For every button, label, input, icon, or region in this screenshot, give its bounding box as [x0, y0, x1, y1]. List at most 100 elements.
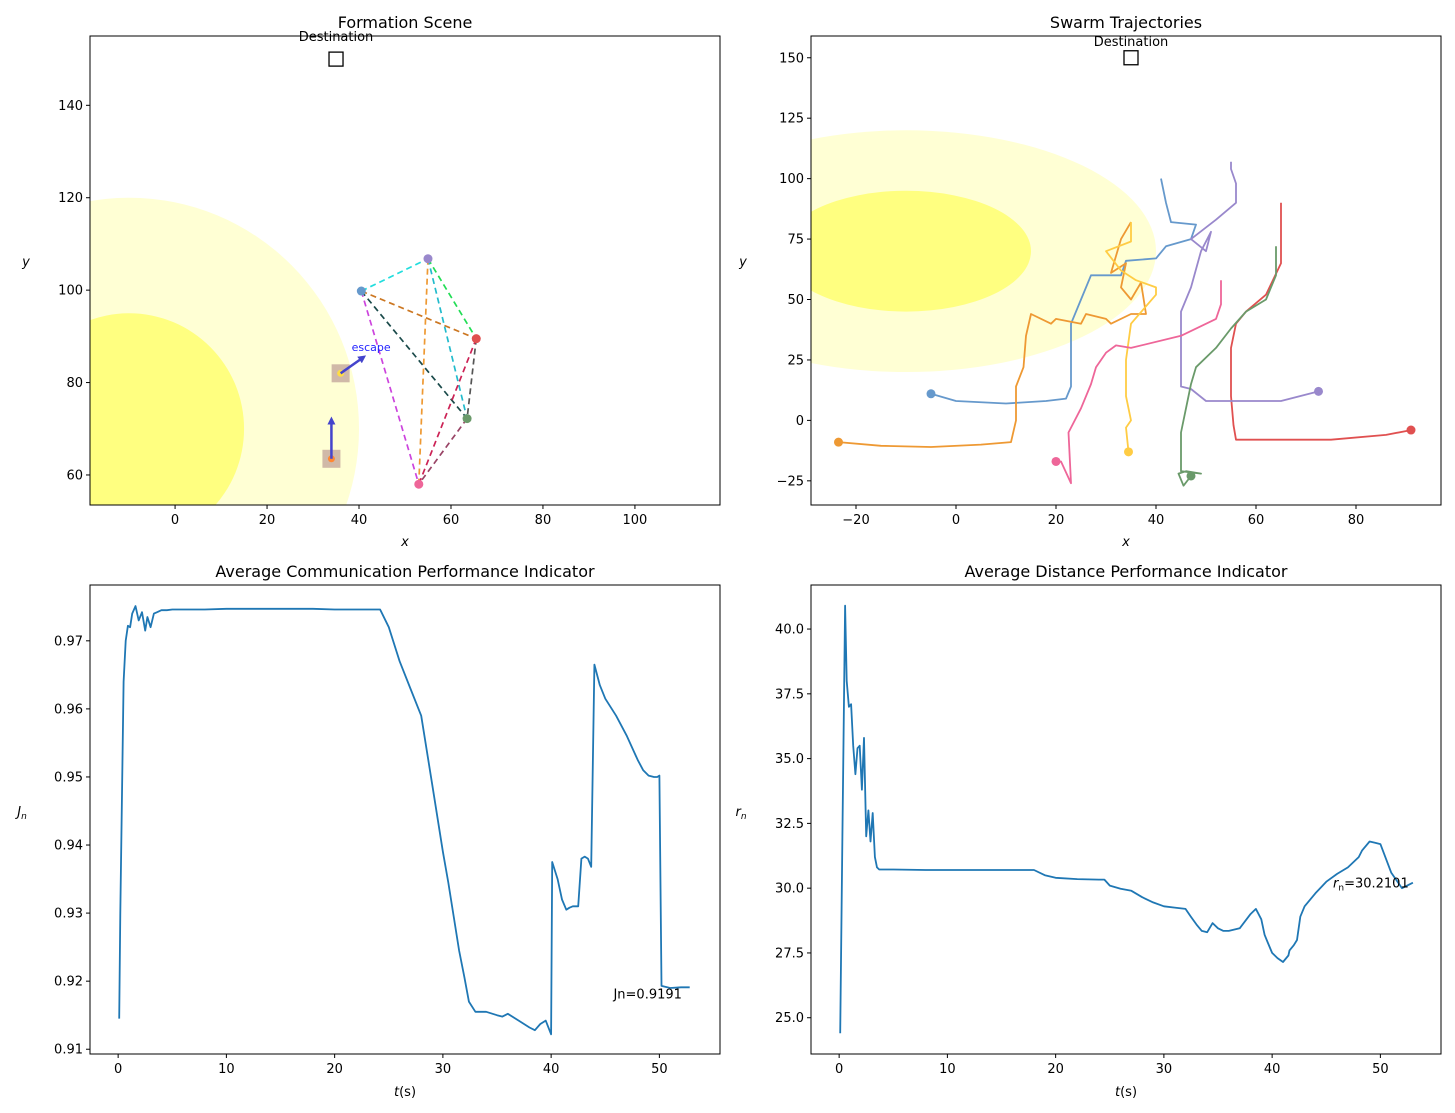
start-point: [1051, 456, 1061, 466]
y-tick-label: 32.5: [775, 817, 804, 832]
formation-link: [360, 290, 477, 340]
y-tick-label: 125: [779, 112, 804, 127]
swarm-trajectories-xlabel: x: [1121, 535, 1130, 550]
x-tick-label: 0: [952, 513, 960, 528]
communication-indicator-ylabel: Jn: [14, 805, 27, 822]
agent-point: [462, 414, 472, 424]
destination-label: Destination: [299, 30, 374, 45]
formation-link: [418, 418, 468, 485]
y-tick-label: 0.92: [54, 975, 83, 990]
trajectory-line: [838, 221, 1147, 448]
x-tick-label: 0: [171, 513, 179, 528]
y-tick-label: 37.5: [775, 687, 804, 702]
indicator-line: [839, 604, 1414, 1034]
y-tick-label: 27.5: [775, 946, 804, 961]
formation-link: [427, 258, 468, 419]
formation-link: [360, 290, 420, 485]
y-tick-label: 100: [58, 284, 83, 299]
start-point: [1186, 471, 1196, 481]
y-tick-label: 0.97: [54, 634, 83, 649]
swarm-trajectories-ylabel: y: [738, 255, 747, 270]
y-tick-label: 25: [787, 353, 804, 368]
communication-indicator-frame: [89, 584, 721, 1055]
agent-point: [423, 254, 433, 264]
communication-indicator-panel: Average Communication Performance Indica…: [14, 562, 721, 1100]
distance-indicator-xlabel: t(s): [1115, 1085, 1137, 1100]
communication-indicator-plot-area: [118, 605, 690, 1036]
formation-link: [427, 258, 478, 340]
formation-link: [360, 290, 468, 420]
threat-zone: [811, 190, 1031, 312]
destination-marker: [328, 51, 344, 67]
rn-annotation: rn=30.2101: [1333, 877, 1409, 894]
start-point: [834, 437, 843, 447]
x-tick-label: 60: [1248, 513, 1265, 528]
escape-label: escape: [352, 341, 391, 354]
start-point: [1406, 425, 1416, 435]
agents: [356, 254, 481, 489]
x-tick-label: 100: [623, 513, 648, 528]
destination-square: [328, 51, 344, 67]
formation-link: [466, 338, 478, 419]
y-ticks: 0.91 0.92 0.93 0.94 0.95 0.96 0.97: [54, 634, 90, 1058]
destination-marker: [1123, 50, 1139, 66]
x-tick-label: 20: [1047, 1062, 1064, 1077]
distance-indicator-title: Average Distance Performance Indicator: [964, 562, 1287, 581]
trajectory-line: [1056, 280, 1222, 485]
formation-scene-frame: [89, 35, 721, 506]
x-tick-label: 40: [543, 1062, 560, 1077]
escape-arrow: [339, 355, 367, 375]
x-tick-label: 40: [1264, 1062, 1281, 1077]
distance-indicator-panel: Average Distance Performance Indicator r…: [735, 562, 1442, 1100]
x-tick-label: 20: [326, 1062, 343, 1077]
x-tick-label: −20: [842, 513, 869, 528]
threat-zones: [90, 197, 359, 505]
y-tick-label: 50: [787, 293, 804, 308]
distance-series: [839, 604, 1414, 1034]
y-ticks: −25 0 25 50 75 100 125 150: [777, 51, 811, 489]
destination-label: Destination: [1094, 35, 1169, 50]
threat-zone: [90, 313, 245, 505]
x-tick-label: 40: [351, 513, 368, 528]
threat-zones: [811, 130, 1156, 372]
x-tick-label: 50: [1372, 1062, 1389, 1077]
trajectories: [838, 161, 1412, 487]
swarm-trajectories-plot-area: [811, 50, 1416, 487]
y-tick-label: −25: [777, 474, 804, 489]
formation-scene-ylabel: y: [21, 255, 30, 270]
communication-series: [118, 605, 690, 1036]
trajectory-line: [1177, 246, 1277, 487]
y-tick-label: 120: [58, 191, 83, 206]
y-ticks: 25.0 27.5 30.0 32.5 35.0 37.5 40.0: [775, 623, 811, 1026]
distance-indicator-ylabel: rn: [735, 805, 746, 822]
trajectory-line: [930, 178, 1197, 405]
start-point: [1314, 386, 1323, 396]
indicator-line: [118, 605, 690, 1036]
formation-scene-title: Formation Scene: [338, 13, 473, 32]
x-ticks: −20 0 20 40 60 80: [842, 505, 1364, 528]
trajectory-line: [1230, 202, 1412, 441]
start-point: [926, 389, 936, 399]
agent-point: [356, 286, 366, 296]
y-tick-label: 0.94: [54, 839, 83, 854]
y-tick-label: 40.0: [775, 623, 804, 638]
communication-indicator-title: Average Communication Performance Indica…: [215, 562, 595, 581]
x-ticks: 0 10 20 30 40 50: [835, 1054, 1389, 1077]
y-tick-label: 0.91: [54, 1043, 83, 1058]
y-tick-label: 0.95: [54, 770, 83, 785]
formation-scene-panel: Formation Scene Destination escape 0 20 40…: [21, 13, 721, 550]
formation-scene-plot-area: [90, 51, 481, 505]
y-tick-label: 150: [779, 51, 804, 66]
agent-point: [414, 479, 424, 489]
formation-link: [360, 257, 429, 292]
y-tick-label: 35.0: [775, 752, 804, 767]
obstacles: [322, 355, 367, 468]
y-ticks: 60 80 100 120 140: [58, 99, 90, 483]
trajectory-line: [1105, 222, 1157, 452]
formation-scene-xlabel: x: [400, 535, 409, 550]
agent-point: [471, 334, 481, 344]
distance-indicator-frame: [810, 584, 1442, 1055]
swarm-trajectories-panel: Swarm Trajectories Destination −20 0 20 40 6…: [738, 13, 1442, 550]
y-tick-label: 0.93: [54, 907, 83, 922]
